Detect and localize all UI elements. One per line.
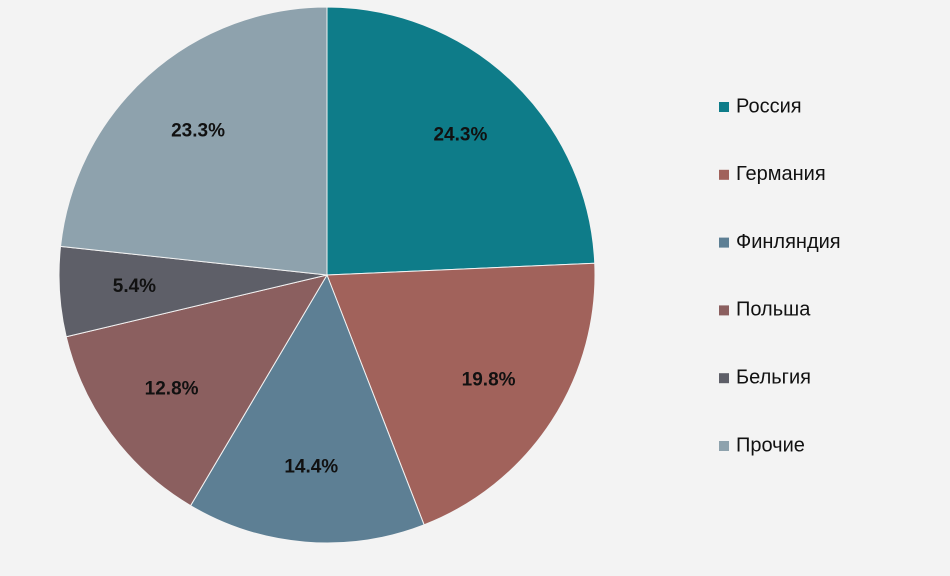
legend-swatch (719, 305, 729, 316)
pie-slice (59, 6, 328, 276)
pie-slice (65, 274, 329, 507)
legend-label: Финляндия (736, 231, 841, 253)
legend-label: Прочие (736, 434, 805, 456)
value-label: 14.4% (284, 456, 338, 477)
legend-swatch (719, 102, 729, 112)
value-label: 5.4% (113, 276, 156, 297)
legend-swatch (719, 237, 729, 248)
legend-label: Польша (736, 299, 811, 321)
value-label: 23.3% (171, 120, 225, 141)
legend-label: Германия (736, 163, 826, 185)
legend-swatch (719, 441, 729, 451)
legend-label: Бельгия (736, 366, 811, 388)
legend-swatch (719, 169, 729, 180)
value-label: 24.3% (433, 125, 487, 146)
value-label: 12.8% (145, 378, 199, 399)
legend-swatch (719, 373, 729, 384)
pie-slice (326, 262, 596, 526)
pie-slice (189, 273, 425, 544)
value-label: 19.8% (462, 369, 516, 390)
pie-slice (326, 6, 596, 276)
legend-label: Россия (736, 95, 802, 117)
